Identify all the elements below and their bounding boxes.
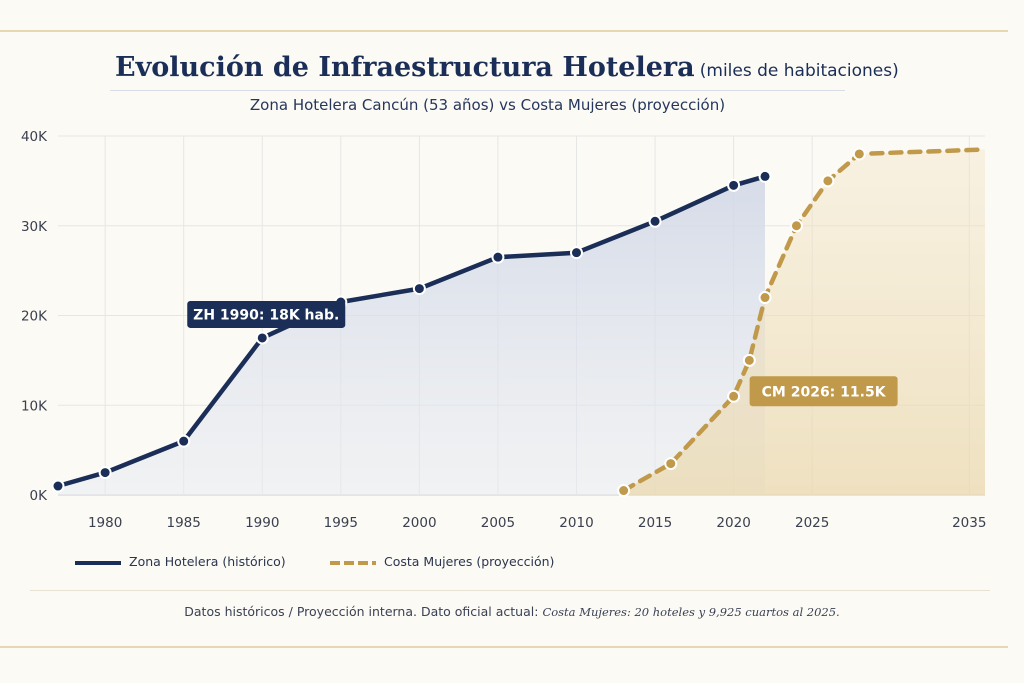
annotation-box: [187, 300, 346, 328]
data-point: [821, 174, 835, 188]
data-point: [758, 169, 772, 183]
annotation-box: [749, 376, 898, 407]
area-fills: [58, 149, 985, 495]
top-rule: [0, 30, 1008, 32]
bottom-rule: [0, 646, 1008, 648]
title-underline: [110, 90, 845, 91]
x-tick-label: 2010: [559, 515, 593, 531]
series-area-1: [623, 149, 985, 495]
x-tick-label: 1985: [167, 515, 201, 531]
footer-note: Datos históricos / Proyección interna. D…: [0, 604, 1024, 619]
axis-labels: 0K 10K 20K 30K 40K 1980 1985 1990 1995 2000 2005 20…: [21, 129, 986, 531]
chart: 0K 10K 20K 30K 40K 1980 1985 1990 1995 2000 2005 20…: [21, 129, 988, 531]
data-point: [412, 282, 426, 296]
data-point: [648, 214, 662, 228]
data-point: [727, 178, 741, 192]
y-tick-label: 20K: [21, 309, 48, 325]
legend-item-costa-mujeres: Costa Mujeres (proyección): [330, 554, 554, 569]
data-point: [727, 389, 741, 403]
data-point: [617, 484, 631, 498]
annotation-callout: ZH 1990: 18K hab.: [187, 300, 346, 328]
chart-title: Evolución de Infraestructura Hotelera (m…: [115, 52, 899, 83]
footer-divider: [30, 590, 990, 591]
legend-swatch-solid: [75, 560, 121, 565]
data-point: [491, 250, 505, 264]
footer-note-italic: Costa Mujeres: 20 hoteles y 9,925 cuarto…: [542, 605, 840, 619]
x-tick-label: 2005: [481, 515, 515, 531]
annotations: ZH 1990: 18K hab. CM 2026: 11.5K: [187, 300, 898, 407]
x-tick-label: 1995: [324, 515, 358, 531]
data-point: [789, 219, 803, 233]
data-point: [852, 147, 866, 161]
x-tick-label: 1980: [88, 515, 122, 531]
y-tick-label: 0K: [30, 488, 49, 504]
y-tick-label: 10K: [21, 398, 48, 414]
legend-item-zona-hotelera: Zona Hotelera (histórico): [75, 554, 286, 569]
legend-label: Costa Mujeres (proyección): [384, 554, 555, 569]
annotation-label: CM 2026: 11.5K: [762, 384, 887, 400]
data-point: [98, 466, 112, 480]
data-point: [569, 246, 583, 260]
x-tick-label: 2000: [402, 515, 436, 531]
annotation-callout: CM 2026: 11.5K: [749, 376, 898, 407]
series-area-0: [58, 176, 765, 495]
footer-note-text: Datos históricos / Proyección interna. D…: [184, 604, 539, 619]
annotation-label: ZH 1990: 18K hab.: [193, 307, 339, 323]
title-main: Evolución de Infraestructura Hotelera: [115, 52, 695, 83]
data-point: [177, 434, 191, 448]
x-tick-label: 1990: [245, 515, 279, 531]
legend-swatch-dashed: [330, 560, 376, 565]
y-tick-label: 40K: [21, 129, 48, 145]
series-points: [51, 147, 866, 498]
x-tick-label: 2035: [952, 515, 986, 531]
data-point: [664, 457, 678, 471]
data-point: [255, 331, 269, 345]
x-tick-label: 2020: [716, 515, 750, 531]
legend-label: Zona Hotelera (histórico): [129, 554, 286, 569]
x-tick-label: 2025: [795, 515, 829, 531]
title-unit: (miles de habitaciones): [699, 61, 899, 81]
data-point: [51, 479, 65, 493]
chart-subtitle: Zona Hotelera Cancún (53 años) vs Costa …: [249, 96, 726, 114]
data-point: [758, 291, 772, 305]
data-point: [742, 353, 756, 367]
x-tick-label: 2015: [638, 515, 672, 531]
y-tick-label: 30K: [21, 219, 48, 235]
